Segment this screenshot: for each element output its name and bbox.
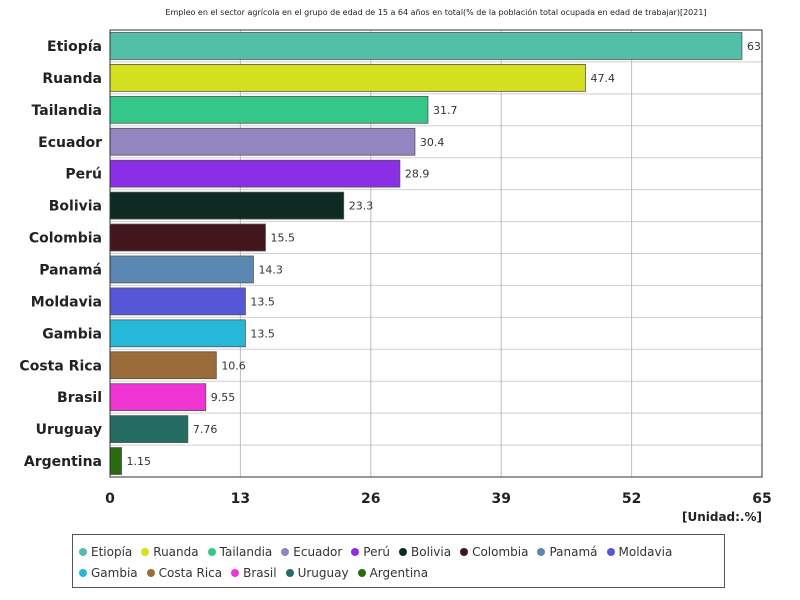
legend-label: Costa Rica (158, 565, 223, 580)
category-label: Uruguay (36, 422, 102, 438)
chart-title: Empleo en el sector agrícola en el grupo… (165, 7, 706, 17)
x-tick-label: 39 (491, 491, 510, 507)
legend-item[interactable]: Ecuador (281, 541, 342, 562)
bar-argentina[interactable] (109, 447, 122, 475)
category-label: Tailandia (32, 103, 102, 119)
legend-label: Colombia (472, 544, 529, 559)
legend-item[interactable]: Uruguay (285, 562, 349, 583)
plot-area-frame (109, 29, 763, 478)
legend-swatch (79, 568, 87, 577)
x-tick-label: 65 (752, 491, 771, 507)
category-label: Etiopía (47, 39, 102, 55)
value-label: 28.9 (405, 168, 430, 181)
value-label: 13.5 (250, 295, 275, 308)
bar-moldavia[interactable] (109, 287, 246, 316)
bar-tailandia[interactable] (109, 95, 429, 124)
bar-bolivia[interactable] (109, 191, 345, 220)
legend-item[interactable]: Costa Rica (146, 562, 223, 583)
legend-swatch (207, 547, 216, 556)
legend-swatch (399, 547, 408, 556)
legend-swatch (281, 547, 290, 556)
category-label: Moldavia (31, 294, 102, 310)
value-label: 30.4 (420, 136, 445, 149)
legend-swatch (146, 568, 155, 577)
category-label: Argentina (24, 454, 102, 470)
legend-swatch (231, 568, 240, 577)
legend-label: Uruguay (297, 565, 349, 580)
value-label: 63 (747, 40, 761, 53)
legend-label: Panamá (549, 544, 598, 559)
category-label: Perú (65, 167, 102, 183)
bar-brasil[interactable] (109, 383, 207, 412)
legend-item[interactable]: Ruanda (141, 541, 199, 562)
value-label: 7.76 (193, 423, 218, 436)
legend-label: Tailandia (219, 544, 273, 559)
bar-etiopía[interactable] (109, 32, 743, 60)
x-tick-label: 0 (105, 491, 115, 507)
category-label: Costa Rica (19, 358, 102, 374)
value-label: 47.4 (590, 72, 615, 85)
legend-label: Moldavia (618, 544, 673, 559)
legend-item[interactable]: Perú (351, 541, 390, 562)
value-label: 31.7 (433, 104, 458, 117)
legend-label: Bolivia (411, 544, 452, 559)
x-tick-label: 52 (622, 491, 641, 507)
legend-item[interactable]: Brasil (231, 562, 277, 583)
bar-costa-rica[interactable] (109, 351, 217, 380)
legend-label: Etiopía (91, 544, 133, 559)
legend-item[interactable]: Etiopía (79, 541, 132, 562)
value-label: 14.3 (258, 263, 283, 276)
category-label: Panamá (39, 262, 102, 278)
bar-perú[interactable] (109, 159, 401, 188)
bar-chart: Empleo en el sector agrícola en el grupo… (19, 7, 771, 524)
unit-label: [Unidad:.%] (682, 510, 762, 524)
x-tick-label: 13 (231, 491, 250, 507)
value-label: 23.3 (349, 200, 374, 213)
legend-swatch (141, 547, 150, 556)
legend-swatch (537, 547, 546, 556)
category-label: Ruanda (42, 71, 102, 87)
bar-panamá[interactable] (109, 255, 254, 284)
value-label: 1.15 (127, 455, 152, 468)
legend-label: Ruanda (153, 544, 199, 559)
legend-swatch (351, 547, 360, 556)
value-label: 13.5 (250, 327, 275, 340)
bar-ecuador[interactable] (109, 127, 416, 156)
value-label: 9.55 (211, 391, 236, 404)
legend-swatch (460, 547, 469, 556)
category-label: Gambia (42, 326, 102, 342)
bar-colombia[interactable] (109, 223, 266, 252)
legend-item[interactable]: Argentina (357, 562, 429, 583)
category-label: Colombia (29, 231, 102, 247)
legend-label: Ecuador (293, 544, 343, 559)
value-label: 15.5 (270, 232, 295, 245)
bar-ruanda[interactable] (109, 64, 586, 92)
legend-item[interactable]: Gambia (79, 562, 138, 583)
category-label: Ecuador (38, 135, 102, 151)
legend-swatch (79, 547, 87, 556)
legend-swatch (606, 547, 615, 556)
legend-label: Argentina (369, 565, 429, 580)
legend-swatch (357, 568, 366, 577)
legend-swatch (285, 568, 294, 577)
legend-item[interactable]: Moldavia (606, 541, 673, 562)
chart-legend: Etiopía Ruanda Tailandia Ecuador Perú Bolivia… (72, 534, 725, 588)
value-label: 10.6 (221, 359, 246, 372)
bar-uruguay[interactable] (109, 415, 189, 443)
legend-item[interactable]: Tailandia (207, 541, 273, 562)
category-label: Bolivia (49, 199, 102, 215)
legend-label: Brasil (243, 565, 277, 580)
legend-item[interactable]: Panamá (537, 541, 598, 562)
legend-item[interactable]: Colombia (460, 541, 528, 562)
bar-gambia[interactable] (109, 319, 246, 348)
legend-label: Perú (363, 544, 391, 559)
legend-label: Gambia (91, 565, 138, 580)
x-tick-label: 26 (361, 491, 380, 507)
category-label: Brasil (57, 390, 102, 406)
legend-item[interactable]: Bolivia (399, 541, 451, 562)
